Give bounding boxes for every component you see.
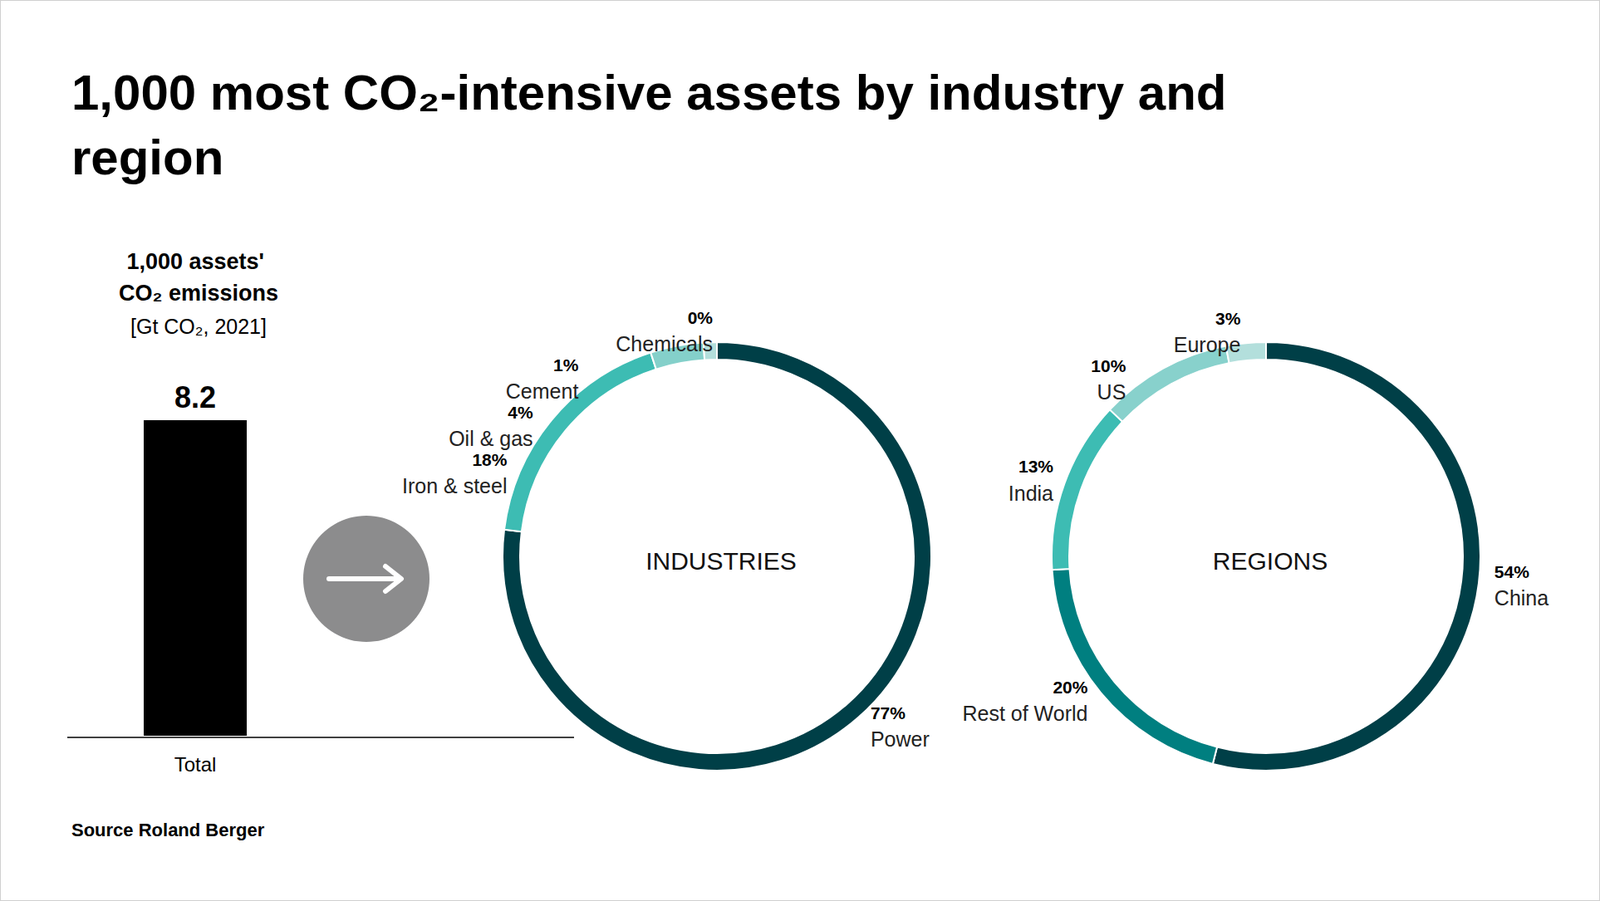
svg-text:54%: 54% — [1494, 562, 1530, 582]
svg-text:Roland Berger: Roland Berger — [138, 819, 266, 841]
svg-text:India: India — [1008, 481, 1054, 506]
svg-text:Total: Total — [174, 753, 217, 776]
svg-text:1%: 1% — [553, 355, 580, 375]
svg-text:Europe: Europe — [1173, 333, 1242, 357]
svg-text:Oil & gas: Oil & gas — [448, 426, 533, 451]
svg-text:10%: 10% — [1090, 356, 1126, 376]
svg-text:Chemicals: Chemicals — [615, 332, 713, 356]
svg-text:18%: 18% — [471, 450, 507, 470]
svg-text:Source: Source — [71, 819, 134, 841]
svg-text:Rest of World: Rest of World — [961, 701, 1088, 726]
svg-text:1,000 assets': 1,000 assets' — [126, 249, 270, 275]
svg-text:US: US — [1097, 380, 1127, 404]
svg-text:13%: 13% — [1018, 456, 1054, 477]
svg-text:REGIONS: REGIONS — [1212, 547, 1328, 575]
svg-text:77%: 77% — [870, 703, 906, 723]
svg-text:INDUSTRIES: INDUSTRIES — [645, 547, 797, 575]
svg-text:Iron & steel: Iron & steel — [402, 474, 507, 498]
svg-text:20%: 20% — [1052, 677, 1088, 697]
svg-text:Power: Power — [870, 727, 930, 751]
svg-text:[Gt CO₂, 2021]: [Gt CO₂, 2021] — [130, 314, 267, 339]
svg-text:China: China — [1494, 586, 1549, 610]
svg-text:region: region — [71, 129, 224, 186]
svg-text:8.2: 8.2 — [174, 380, 216, 415]
svg-text:CO₂ emissions: CO₂ emissions — [118, 280, 279, 306]
svg-text:Cement: Cement — [505, 379, 580, 403]
svg-text:1,000 most CO₂-intensive asset: 1,000 most CO₂-intensive assets by indus… — [71, 64, 1241, 121]
svg-text:4%: 4% — [507, 402, 534, 423]
svg-text:0%: 0% — [687, 308, 714, 328]
svg-text:3%: 3% — [1215, 309, 1242, 329]
